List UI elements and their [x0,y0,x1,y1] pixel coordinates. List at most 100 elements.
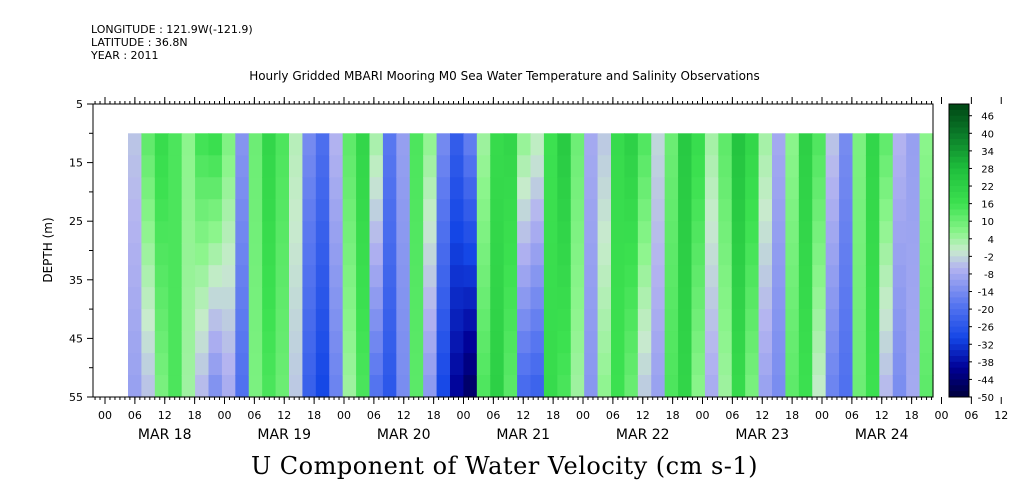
heatmap-cell [530,199,545,222]
x-hour-label: 12 [516,409,530,422]
heatmap-cell [530,309,545,332]
heatmap-cell [356,133,371,156]
heatmap-cell [369,133,384,156]
heatmap-cell [369,155,384,178]
heatmap-cell [691,375,706,398]
heatmap-cell [517,199,532,222]
heatmap-cell [382,309,397,332]
heatmap-cell [812,331,827,354]
heatmap-cell [557,331,572,354]
heatmap-cell [409,287,424,310]
heatmap-cell [651,243,666,266]
heatmap-cell [637,375,652,398]
colorbar-segment [949,268,969,275]
x-hour-label: 06 [845,409,859,422]
heatmap-cell [557,133,572,156]
heatmap-cell [503,353,518,376]
heatmap-cell [919,309,934,332]
heatmap-cell [530,265,545,288]
heatmap-cell [758,221,773,244]
heatmap-cell [436,353,451,376]
heatmap-cell [637,155,652,178]
heatmap-cell [772,177,787,200]
heatmap-cell [637,265,652,288]
colorbar-segment [949,320,969,328]
heatmap-cell [181,353,196,376]
heatmap-cell [235,375,250,398]
x-hour-label: 06 [367,409,381,422]
heatmap-cell [208,199,223,222]
heatmap-cell [678,331,693,354]
heatmap-cell [745,243,760,266]
heatmap-cell [262,177,277,200]
heatmap-cell [463,243,478,266]
heatmap-cell [235,199,250,222]
heatmap-cell [718,133,733,156]
x-hour-label: 18 [427,409,441,422]
heatmap-cell [852,199,867,222]
heatmap-cell [584,133,599,156]
heatmap-cell [919,331,934,354]
colorbar-segment [949,145,969,152]
heatmap-cell [865,287,880,310]
heatmap-cell [409,353,424,376]
heatmap-cell [691,287,706,310]
heatmap-cell [128,265,143,288]
heatmap-cell [597,155,612,178]
heatmap-cell [450,375,465,398]
heatmap-cell [302,133,317,156]
heatmap-cell [530,331,545,354]
x-hour-label: 12 [755,409,769,422]
heatmap-cell [651,221,666,244]
heatmap-cell [396,199,411,222]
heatmap-cell [342,353,357,376]
heatmap-cell [329,375,344,398]
heatmap-cell [503,133,518,156]
heatmap-cell [731,309,746,332]
x-hour-label: 00 [935,409,949,422]
heatmap-cell [423,243,438,266]
heatmap-cell [530,375,545,398]
heatmap-cell [624,155,639,178]
heatmap-cell [597,133,612,156]
colorbar-label: -38 [978,358,994,369]
colorbar-segment [949,291,969,298]
heatmap-cell [221,265,236,288]
colorbar-segment [949,191,969,199]
x-day-label: MAR 24 [855,427,909,443]
heatmap-cell [852,353,867,376]
heatmap-cell [731,133,746,156]
heatmap-cell [342,155,357,178]
heatmap-cell [758,287,773,310]
heatmap-cell [530,243,545,266]
heatmap-cell [678,155,693,178]
heatmap-cell [570,177,585,200]
colorbar-label: 40 [981,129,994,140]
y-tick-label: 15 [69,157,83,170]
heatmap-cell [235,309,250,332]
heatmap-cell [758,331,773,354]
heatmap-cell [476,177,491,200]
heatmap-cell [235,177,250,200]
heatmap-cell [275,199,290,222]
heatmap-cell [342,287,357,310]
heatmap-cell [543,287,558,310]
colorbar-segment [949,180,969,187]
heatmap-cell [423,265,438,288]
colorbar-label: 46 [981,112,994,123]
heatmap-cell [664,331,679,354]
heatmap-cell [597,265,612,288]
heatmap-cell [275,309,290,332]
heatmap-cell [919,287,934,310]
heatmap-cell [141,353,156,376]
heatmap-cell [611,199,626,222]
heatmap-cell [221,133,236,156]
heatmap-cell [396,265,411,288]
heatmap-cell [865,375,880,398]
heatmap-cell [637,177,652,200]
heatmap-cell [517,331,532,354]
heatmap-cell [825,199,840,222]
x-hour-label: 12 [397,409,411,422]
heatmap-cell [879,155,894,178]
heatmap-cell [396,309,411,332]
